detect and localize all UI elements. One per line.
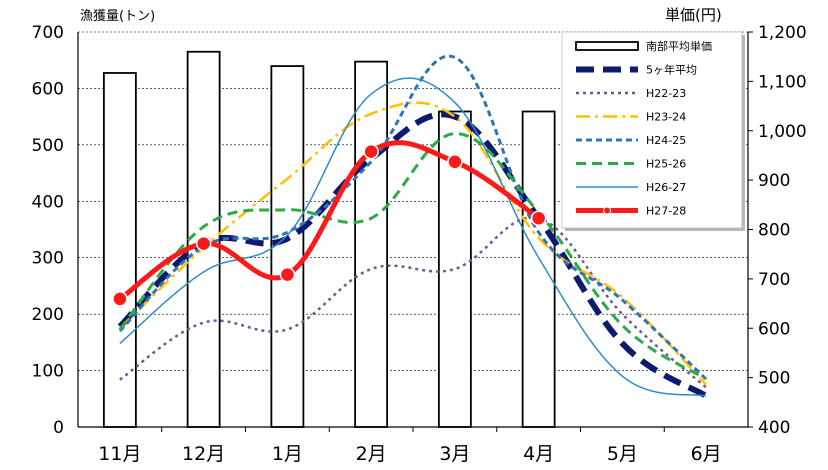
x-tick-label: 12月 <box>182 443 225 465</box>
series-line <box>118 140 541 301</box>
series-line <box>118 132 707 381</box>
bar <box>521 110 556 428</box>
legend-label: H23-24 <box>646 111 686 124</box>
x-tick-label: 1月 <box>272 443 303 465</box>
series-line <box>119 101 708 386</box>
y-right-tick-label: 500 <box>758 369 790 389</box>
legend-box <box>561 31 743 229</box>
y-left-tick-label: 600 <box>32 79 64 99</box>
y-right-tick-label: 800 <box>758 221 790 241</box>
y-left-tick-label: 100 <box>32 362 64 382</box>
y-right-tick-label: 1,000 <box>758 122 807 142</box>
y-right-tick-label: 1,100 <box>758 72 807 92</box>
y-right-tick-label: 1,200 <box>758 23 807 43</box>
y-right-tick-label: 400 <box>758 418 790 438</box>
y-left-tick-label: 300 <box>32 249 64 269</box>
series-marker <box>112 291 128 307</box>
series-marker <box>195 235 212 252</box>
bar <box>102 72 137 428</box>
legend-marker <box>603 206 611 215</box>
series-marker <box>530 210 547 226</box>
y-left-tick-label: 700 <box>32 23 64 43</box>
x-tick-label: 6月 <box>691 443 722 465</box>
y-left-tick-label: 500 <box>32 136 64 156</box>
y-left-tick-label: 200 <box>32 305 64 325</box>
x-tick-label: 3月 <box>439 443 470 465</box>
series-line <box>118 54 708 381</box>
bar <box>354 60 389 428</box>
x-tick-label: 2月 <box>356 443 387 465</box>
series-line <box>119 77 707 397</box>
legend-label: H27-28 <box>646 205 686 218</box>
axes: 0 100 200 300 400 500 600 700 400 500 600 700 800 900… <box>32 23 807 465</box>
x-tick-label: 4月 <box>523 443 554 465</box>
x-tick-label: 11月 <box>98 443 141 465</box>
legend-label: H26-27 <box>646 181 686 194</box>
line-series <box>112 54 708 399</box>
series-marker <box>447 154 463 170</box>
legend-label: H24-25 <box>646 134 686 147</box>
y-right-tick-label: 700 <box>758 270 790 290</box>
series-marker <box>363 143 379 160</box>
y-left-tick-label: 0 <box>53 418 64 438</box>
y-right-tick-label: 600 <box>758 319 790 339</box>
legend: 南部平均単価 5ヶ年平均 H22-23 H23-24 H24-25 H25-26 H26-2… <box>561 31 745 231</box>
legend-label: 南部平均単価 <box>646 39 712 53</box>
series-marker <box>279 266 296 283</box>
y-right-tick-label: 900 <box>758 171 790 191</box>
legend-swatch <box>575 41 639 51</box>
y-left-tick-label: 400 <box>32 192 64 212</box>
bar <box>270 65 305 428</box>
y-right-axis-title: 単価(円) <box>665 6 722 24</box>
y-left-axis-title: 漁獲量(トン) <box>80 9 155 24</box>
legend-label: 5ヶ年平均 <box>646 63 697 77</box>
bar-series <box>102 50 556 428</box>
legend-label: H25-26 <box>646 158 686 171</box>
legend-label: H22-23 <box>646 87 686 100</box>
x-tick-label: 5月 <box>607 443 638 465</box>
series-line <box>117 111 708 399</box>
